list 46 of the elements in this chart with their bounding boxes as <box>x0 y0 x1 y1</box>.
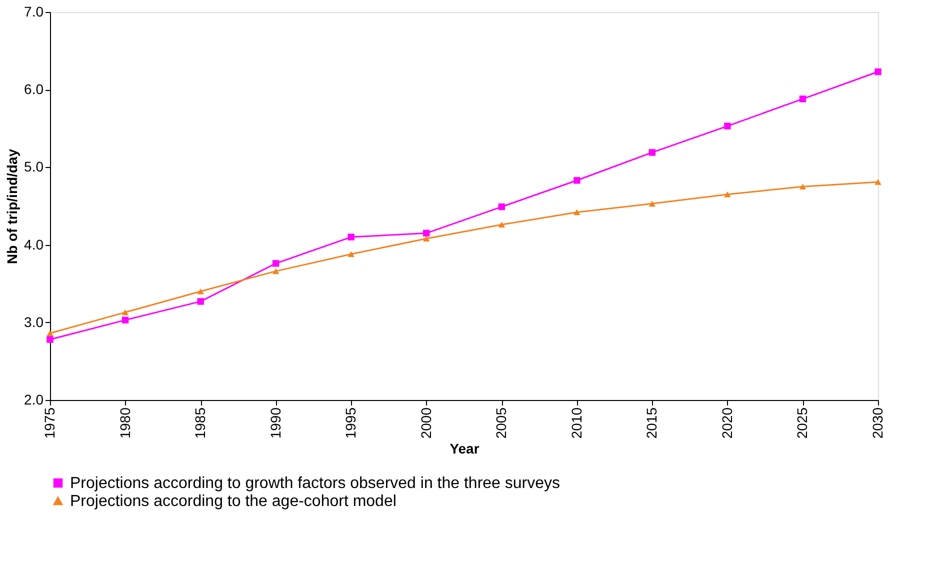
point <box>348 251 354 258</box>
point <box>874 68 882 76</box>
x-tick-label: 2005 <box>493 407 510 439</box>
x-tick-label: 1975 <box>42 407 58 439</box>
point <box>648 200 656 207</box>
x-tick-label: 2025 <box>794 407 810 439</box>
x-tick-label: 2030 <box>870 407 886 439</box>
y-tick-label: 3.0 <box>24 314 44 330</box>
x-tick-label: 1990 <box>267 407 284 439</box>
x-axis-title: Year <box>450 440 480 457</box>
y-tick-label: 2.0 <box>24 392 44 408</box>
point <box>46 336 54 343</box>
y-tick-label: 5.0 <box>24 158 44 175</box>
point <box>498 203 505 210</box>
y-tick-label: 6.0 <box>24 81 44 98</box>
point <box>799 184 806 190</box>
point <box>724 191 731 198</box>
y-tick-label: 4.0 <box>24 236 44 252</box>
point <box>724 122 731 130</box>
legend-label: Projections according to growth factors observed in the three surveys <box>70 475 560 492</box>
x-tick-label: 1980 <box>116 407 133 439</box>
point <box>423 236 430 242</box>
y-axis-title: Nb of trip/ind/day <box>4 148 20 264</box>
point <box>46 330 54 336</box>
legend-label: Projections according to the age-cohort model <box>70 493 396 510</box>
x-tick-label: 2010 <box>568 407 584 439</box>
point <box>197 298 204 305</box>
x-tick-label: 1995 <box>342 407 359 439</box>
point <box>574 177 580 184</box>
point <box>122 316 129 324</box>
point <box>197 288 204 294</box>
point <box>272 268 280 274</box>
point <box>498 222 505 228</box>
point <box>122 309 129 316</box>
y-tick-label: 7.0 <box>24 4 44 20</box>
point <box>272 260 280 267</box>
point <box>574 209 580 216</box>
point <box>423 230 430 237</box>
point <box>648 149 656 156</box>
x-tick-label: 2020 <box>718 407 735 439</box>
point <box>874 179 882 185</box>
x-tick-label: 2015 <box>644 407 660 439</box>
point <box>348 234 354 240</box>
point <box>799 96 806 102</box>
x-tick-label: 1985 <box>192 407 208 439</box>
x-tick-label: 2000 <box>418 407 434 439</box>
